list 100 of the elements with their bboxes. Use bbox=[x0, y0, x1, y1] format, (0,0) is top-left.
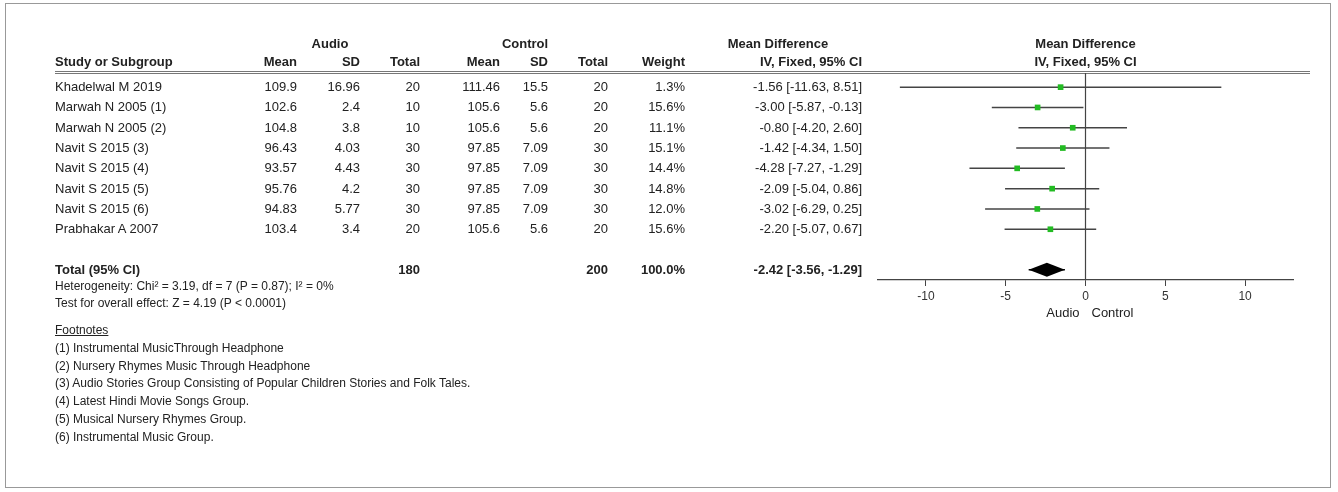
text: 20 bbox=[405, 221, 420, 237]
x-tick-label: -5 bbox=[1000, 288, 1012, 303]
category-label: Total (95% CI) bbox=[55, 261, 140, 277]
text: 109.9 bbox=[264, 79, 297, 94]
text: 97.85 bbox=[467, 139, 500, 155]
text: 111.46 bbox=[462, 79, 500, 94]
x-tick-label: 10 bbox=[1238, 288, 1253, 303]
category-label: Mean bbox=[263, 54, 297, 69]
text: 1.3% bbox=[655, 79, 685, 94]
text: 20 bbox=[593, 79, 608, 94]
text: (6) Instrumental Music Group. bbox=[55, 428, 214, 445]
text: 5.6 bbox=[529, 119, 548, 135]
text: 30 bbox=[593, 180, 608, 196]
category-label: Prabhakar A 2007 bbox=[55, 221, 159, 237]
text: 104.8 bbox=[264, 119, 297, 135]
text: 96.43 bbox=[264, 139, 297, 155]
text: 180 bbox=[398, 261, 420, 277]
text: 11.1% bbox=[649, 119, 685, 135]
text: (4) Latest Hindi Movie Songs Group. bbox=[55, 393, 250, 410]
text: -2.20 [-5.07, 0.67] bbox=[759, 221, 862, 237]
text: 30 bbox=[593, 139, 608, 155]
chart-title: Mean Difference bbox=[1035, 35, 1136, 51]
x-tick-label: 5 bbox=[1161, 288, 1169, 303]
category-label: IV, Fixed, 95% CI bbox=[759, 54, 862, 69]
text: 4.2 bbox=[341, 180, 360, 196]
text: 93.57 bbox=[264, 160, 297, 176]
text: 7.09 bbox=[522, 180, 548, 196]
text: -4.28 [-7.27, -1.29] bbox=[755, 160, 862, 176]
category-label: Navit S 2015 (6) bbox=[55, 200, 149, 216]
text: 5.6 bbox=[529, 221, 548, 237]
category-label: Marwah N 2005 (1) bbox=[55, 99, 167, 115]
text: 30 bbox=[405, 139, 420, 155]
text: 103.4 bbox=[264, 221, 297, 237]
text: -2.42 [-3.56, -1.29] bbox=[753, 261, 862, 277]
text: 20 bbox=[593, 99, 608, 115]
text: 12.0% bbox=[648, 200, 685, 216]
category-label: SD bbox=[529, 54, 548, 69]
text: 15.6% bbox=[648, 99, 685, 115]
category-label: Mean bbox=[466, 54, 500, 69]
text: 3.8 bbox=[341, 119, 360, 135]
text: (2) Nursery Rhymes Music Through Headphone bbox=[55, 357, 311, 374]
text: 200 bbox=[586, 261, 608, 277]
text: 105.6 bbox=[467, 99, 500, 115]
text: 15.5 bbox=[522, 79, 548, 94]
text: 5.77 bbox=[334, 200, 360, 216]
category-label: Navit S 2015 (4) bbox=[55, 160, 149, 176]
text: Mean Difference bbox=[726, 36, 830, 52]
text: 30 bbox=[593, 200, 608, 216]
text: Audio bbox=[1046, 304, 1080, 320]
text: Control bbox=[500, 36, 550, 52]
text: 2.4 bbox=[341, 99, 360, 115]
text: -0.80 [-4.20, 2.60] bbox=[759, 119, 862, 135]
text: 30 bbox=[405, 160, 420, 176]
text: 4.03 bbox=[334, 139, 360, 155]
text: -1.42 [-4.34, 1.50] bbox=[759, 139, 862, 155]
x-tick-label: -10 bbox=[917, 288, 935, 303]
text: 97.85 bbox=[467, 180, 500, 196]
text: Control bbox=[1091, 304, 1134, 320]
text: Audio bbox=[310, 36, 350, 52]
text: 20 bbox=[405, 79, 420, 94]
text: 97.85 bbox=[467, 200, 500, 216]
text: 95.76 bbox=[264, 180, 297, 196]
chart-subtitle: IV, Fixed, 95% CI bbox=[1034, 53, 1137, 69]
text: -2.09 [-5.04, 0.86] bbox=[759, 180, 862, 196]
text: Heterogeneity: Chi² = 3.19, df = 7 (P = 0.87); I² = 0% bbox=[55, 278, 334, 294]
text: 16.96 bbox=[327, 79, 360, 94]
text: -1.56 [-11.63, 8.51] bbox=[753, 79, 862, 94]
text: 3.4 bbox=[341, 221, 360, 237]
text: 14.4% bbox=[648, 160, 685, 176]
text: 5.6 bbox=[529, 99, 548, 115]
text: 15.1% bbox=[648, 139, 685, 155]
text: -3.02 [-6.29, 0.25] bbox=[759, 200, 862, 216]
category-label: Navit S 2015 (5) bbox=[55, 180, 149, 196]
category-label: Marwah N 2005 (2) bbox=[55, 119, 167, 135]
text: 7.09 bbox=[522, 139, 548, 155]
text: (5) Musical Nursery Rhymes Group. bbox=[55, 411, 247, 427]
text: Test for overall effect: Z = 4.19 (P < 0.0001) bbox=[55, 295, 287, 311]
text: 30 bbox=[593, 160, 608, 176]
text: 7.09 bbox=[522, 160, 548, 176]
text: (3) Audio Stories Group Consisting of Popular Children Stories and Folk Tales. bbox=[55, 375, 471, 392]
category-label: SD bbox=[341, 54, 360, 69]
category-label: Weight bbox=[641, 54, 685, 69]
text: 7.09 bbox=[522, 200, 548, 216]
text: -3.00 [-5.87, -0.13] bbox=[755, 99, 862, 115]
text: 10 bbox=[405, 119, 420, 135]
text: 4.43 bbox=[334, 160, 360, 176]
text: 20 bbox=[593, 119, 608, 135]
text: Study or Subgroup bbox=[55, 54, 173, 70]
text: Footnotes bbox=[55, 322, 109, 338]
text: 100.0% bbox=[640, 261, 685, 277]
text: 20 bbox=[593, 221, 608, 237]
text: 94.83 bbox=[264, 200, 297, 216]
category-label: Total bbox=[389, 54, 420, 69]
text: 105.6 bbox=[467, 221, 500, 237]
text: 102.6 bbox=[264, 99, 297, 115]
text: (1) Instrumental MusicThrough Headphone bbox=[55, 339, 284, 356]
text: 15.6% bbox=[648, 221, 685, 237]
x-tick-label: 0 bbox=[1082, 288, 1090, 303]
category-label: Navit S 2015 (3) bbox=[55, 139, 149, 155]
text: 97.85 bbox=[467, 160, 500, 176]
